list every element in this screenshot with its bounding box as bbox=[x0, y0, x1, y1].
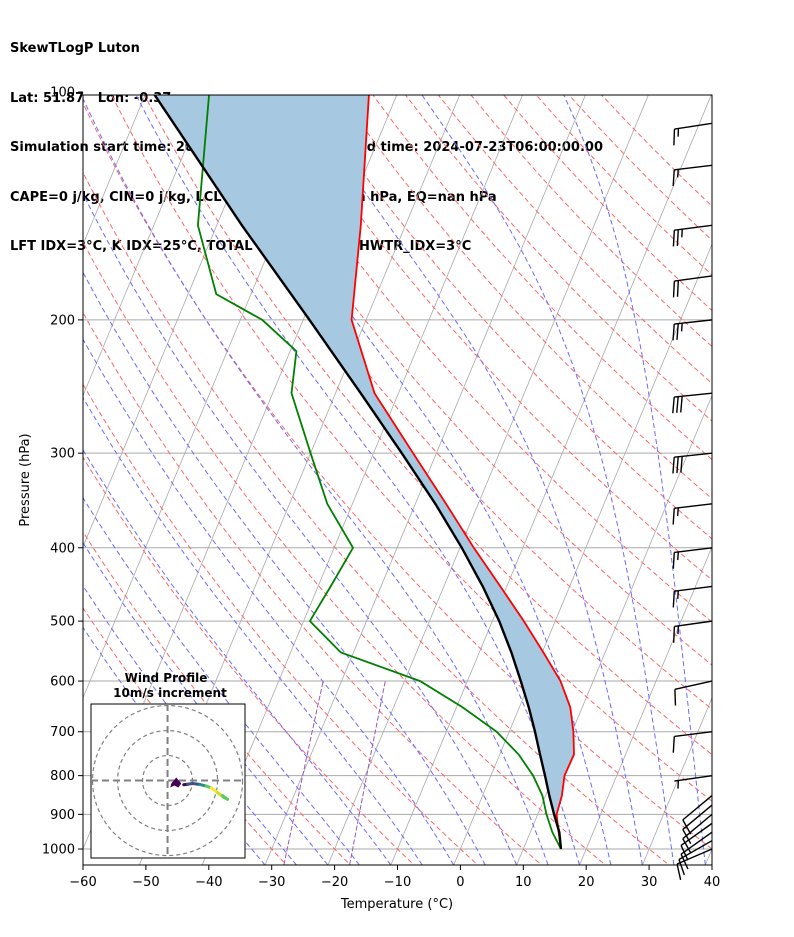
axes: −60 −50 −40 −30 −20 −10 0 10 20 30 40 100 200 300 400 5… bbox=[42, 86, 720, 891]
moist-adiabat bbox=[83, 192, 518, 865]
moist-adiabat bbox=[563, 95, 706, 865]
x-tick-label: 10 bbox=[515, 875, 532, 890]
wind-barb bbox=[672, 275, 713, 298]
x-tick-label: −20 bbox=[321, 875, 348, 890]
wind-barb bbox=[672, 164, 713, 187]
dry-adiabat bbox=[143, 95, 712, 756]
dry-adiabat bbox=[83, 171, 670, 865]
dry-adiabat bbox=[372, 95, 712, 461]
wind-barb bbox=[682, 813, 713, 854]
isotherm-line bbox=[83, 95, 209, 397]
y-tick-label: 500 bbox=[50, 615, 75, 630]
y-tick-label: 100 bbox=[50, 86, 75, 101]
wind-barb bbox=[673, 122, 713, 146]
dry-adiabat bbox=[600, 95, 712, 207]
dry-adiabat bbox=[274, 95, 712, 581]
wind-barbs bbox=[672, 122, 713, 881]
moist-adiabat bbox=[83, 271, 486, 865]
title-line-1: SkewTLogP Luton bbox=[10, 41, 140, 56]
dry-adiabat bbox=[241, 95, 712, 623]
dry-adiabat bbox=[176, 95, 712, 710]
wind-barb bbox=[682, 804, 713, 844]
y-tick-label: 1000 bbox=[42, 843, 75, 858]
wind-barb bbox=[672, 585, 713, 608]
wind-barb bbox=[672, 224, 713, 247]
moist-adiabat bbox=[83, 396, 423, 865]
hodograph-surface-marker bbox=[170, 777, 182, 788]
wind-barb bbox=[672, 547, 713, 569]
wind-barb bbox=[680, 822, 713, 861]
wind-barb bbox=[672, 392, 713, 414]
mixing-ratio-line bbox=[349, 681, 386, 865]
y-tick-label: 600 bbox=[50, 675, 75, 690]
x-tick-label: −40 bbox=[195, 875, 222, 890]
wind-barb bbox=[682, 795, 713, 835]
wind-barb bbox=[676, 848, 713, 881]
x-tick-label: 0 bbox=[456, 875, 464, 890]
x-tick-label: −60 bbox=[69, 875, 96, 890]
parcel-line bbox=[153, 95, 563, 850]
x-axis-label: Temperature (°C) bbox=[340, 897, 453, 912]
wind-barb bbox=[680, 831, 713, 870]
wind-barb bbox=[672, 319, 713, 341]
hodograph-inset bbox=[90, 703, 246, 859]
hodograph-plot bbox=[91, 704, 245, 858]
wind-barb bbox=[674, 774, 713, 789]
hodograph-segment bbox=[221, 794, 230, 801]
wind-barb bbox=[672, 731, 713, 753]
temperature-line bbox=[350, 95, 575, 850]
isotherm-line bbox=[579, 545, 712, 865]
moist-adiabat bbox=[83, 97, 549, 865]
x-tick-label: −30 bbox=[258, 875, 285, 890]
wind-barb bbox=[678, 840, 713, 876]
y-axis-label: Pressure (hPa) bbox=[18, 433, 33, 526]
dry-adiabat bbox=[83, 102, 712, 850]
isotherm-line bbox=[642, 696, 712, 865]
x-tick-label: 20 bbox=[578, 875, 595, 890]
hodograph-title-1: Wind Profile bbox=[125, 671, 208, 685]
background-lines bbox=[83, 95, 712, 865]
wind-barb bbox=[672, 452, 713, 474]
isotherm-line bbox=[201, 95, 523, 865]
wind-barb bbox=[672, 503, 713, 525]
x-tick-label: 30 bbox=[641, 875, 658, 890]
dry-adiabat bbox=[83, 530, 351, 865]
isotherm-line bbox=[453, 243, 712, 865]
y-tick-label: 800 bbox=[50, 769, 75, 784]
hodograph-title-2: 10m/s increment bbox=[113, 686, 227, 700]
moist-adiabat bbox=[83, 448, 392, 865]
dry-adiabat bbox=[209, 95, 712, 666]
dry-adiabat bbox=[404, 95, 712, 422]
profile-layer bbox=[153, 95, 575, 850]
dry-adiabat bbox=[437, 95, 712, 385]
dry-adiabat bbox=[83, 456, 415, 865]
moist-adiabat bbox=[298, 95, 643, 865]
wind-barb bbox=[674, 680, 713, 706]
y-tick-label: 300 bbox=[50, 447, 75, 462]
isotherm-line bbox=[704, 847, 712, 865]
wind-barb bbox=[672, 620, 713, 643]
y-tick-label: 900 bbox=[50, 808, 75, 823]
isotherm-line bbox=[83, 95, 146, 246]
moist-adiabat bbox=[421, 95, 675, 865]
x-tick-label: −50 bbox=[132, 875, 159, 890]
isotherm-line bbox=[390, 95, 712, 865]
dry-adiabat bbox=[83, 383, 479, 865]
dry-adiabat bbox=[568, 95, 712, 241]
moist-adiabat bbox=[135, 95, 580, 865]
isotherm-line bbox=[264, 95, 586, 865]
mixing-ratio-line bbox=[283, 680, 324, 865]
y-tick-label: 200 bbox=[50, 313, 75, 328]
y-tick-label: 700 bbox=[50, 725, 75, 740]
dry-adiabat bbox=[83, 311, 543, 865]
dry-adiabat bbox=[470, 95, 712, 348]
x-tick-label: 40 bbox=[704, 875, 721, 890]
x-tick-label: −10 bbox=[384, 875, 411, 890]
y-tick-label: 400 bbox=[50, 541, 75, 556]
isotherm-line bbox=[327, 95, 649, 865]
dewpoint-line bbox=[196, 95, 562, 850]
